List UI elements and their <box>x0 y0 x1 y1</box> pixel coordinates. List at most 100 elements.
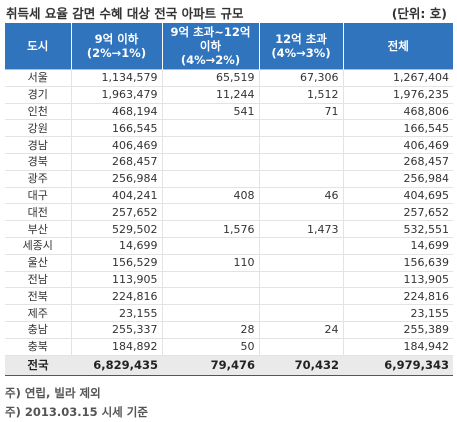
unit-label: (단위: 호) <box>391 6 447 21</box>
table-row: 충남 255,337 28 24 255,389 <box>5 321 453 339</box>
over-12-cell <box>259 203 344 222</box>
total-cell: 257,652 <box>343 203 453 222</box>
totals-under-9: 6,829,435 <box>71 354 162 376</box>
city-cell: 경기 <box>5 86 72 104</box>
over-12-cell: 1,473 <box>259 220 344 238</box>
over-12-cell: 71 <box>259 103 344 121</box>
under-9-cell: 1,963,479 <box>71 86 163 104</box>
table-row: 전남 113,905 113,905 <box>5 271 453 289</box>
over-12-cell <box>259 170 344 188</box>
9-to-12-cell <box>162 136 260 154</box>
city-cell: 전북 <box>5 287 72 306</box>
under-9-cell: 14,699 <box>71 237 163 255</box>
total-cell: 113,905 <box>343 271 453 289</box>
header-9-to-12-line2: 이하 <box>199 39 222 53</box>
city-cell: 광주 <box>5 170 72 188</box>
footnote-2: 주) 2013.03.15 시세 기준 <box>5 405 148 419</box>
city-cell: 경북 <box>5 153 72 171</box>
footnote-1: 주) 연립, 빌라 제외 <box>5 386 101 400</box>
table-row: 대전 257,652 257,652 <box>5 203 453 222</box>
city-cell: 세종시 <box>5 237 72 255</box>
city-cell: 인천 <box>5 103 72 121</box>
header-over-12-line1: 12억 초과 <box>275 32 327 46</box>
table-row: 경남 406,469 406,469 <box>5 136 453 154</box>
city-cell: 전남 <box>5 271 72 289</box>
9-to-12-cell <box>162 237 260 255</box>
over-12-cell <box>259 153 344 171</box>
table-row: 경기 1,963,479 11,244 1,512 1,976,235 <box>5 86 453 104</box>
total-cell: 14,699 <box>343 237 453 255</box>
over-12-cell <box>259 287 344 306</box>
header-over-12-line2: (4%→3%) <box>271 46 331 60</box>
over-12-cell <box>259 237 344 255</box>
over-12-cell <box>259 254 344 272</box>
header-under-9: 9억 이하 (2%→1%) <box>71 23 163 70</box>
header-under-9-line2: (2%→1%) <box>86 46 147 60</box>
table-row: 경북 268,457 268,457 <box>5 153 453 171</box>
table-row: 부산 529,502 1,576 1,473 532,551 <box>5 220 453 238</box>
under-9-cell: 257,652 <box>71 203 163 222</box>
city-cell: 울산 <box>5 254 72 272</box>
table-row: 전북 224,816 224,816 <box>5 287 453 306</box>
table-footer: 전국 6,829,435 79,476 70,432 6,979,343 <box>5 354 453 376</box>
totals-label: 전국 <box>5 354 71 376</box>
under-9-cell: 404,241 <box>71 187 163 205</box>
9-to-12-cell <box>162 287 260 306</box>
under-9-cell: 268,457 <box>71 153 163 171</box>
9-to-12-cell: 11,244 <box>162 86 260 104</box>
under-9-cell: 23,155 <box>71 304 163 322</box>
9-to-12-cell <box>162 170 260 188</box>
total-cell: 255,389 <box>343 321 453 339</box>
under-9-cell: 529,502 <box>71 220 163 238</box>
under-9-cell: 1,134,579 <box>71 69 163 87</box>
apartment-table: 도시 9억 이하 (2%→1%) 9억 초과~12억 이하 (4%→2%) 12… <box>5 23 453 376</box>
9-to-12-cell: 28 <box>162 321 260 339</box>
totals-9-to-12: 79,476 <box>162 354 259 376</box>
9-to-12-cell: 50 <box>162 338 260 356</box>
total-cell: 268,457 <box>343 153 453 171</box>
city-cell: 경남 <box>5 136 72 154</box>
total-cell: 468,806 <box>343 103 453 121</box>
table-header: 도시 9억 이하 (2%→1%) 9억 초과~12억 이하 (4%→2%) 12… <box>5 23 453 70</box>
header-9-to-12: 9억 초과~12억 이하 (4%→2%) <box>162 23 260 70</box>
totals-total: 6,979,343 <box>343 354 453 376</box>
9-to-12-cell <box>162 153 260 171</box>
city-cell: 충북 <box>5 338 72 356</box>
header-over-12: 12억 초과 (4%→3%) <box>259 23 344 70</box>
city-cell: 강원 <box>5 119 72 138</box>
under-9-cell: 256,984 <box>71 170 163 188</box>
over-12-cell <box>259 271 344 289</box>
city-cell: 충남 <box>5 321 72 339</box>
total-cell: 404,695 <box>343 187 453 205</box>
title-text: 취득세 요율 감면 수혜 대상 전국 아파트 규모 <box>6 6 244 21</box>
city-cell: 서울 <box>5 69 72 87</box>
table-title: 취득세 요율 감면 수혜 대상 전국 아파트 규모 (단위: 호) <box>6 3 451 21</box>
over-12-cell: 46 <box>259 187 344 205</box>
total-cell: 156,639 <box>343 254 453 272</box>
under-9-cell: 113,905 <box>71 271 163 289</box>
total-cell: 224,816 <box>343 287 453 306</box>
header-total: 전체 <box>343 23 453 70</box>
9-to-12-cell: 541 <box>162 103 260 121</box>
over-12-cell: 67,306 <box>259 69 344 87</box>
header-9-to-12-line3: (4%→2%) <box>180 53 241 67</box>
under-9-cell: 224,816 <box>71 287 163 306</box>
under-9-cell: 468,194 <box>71 103 163 121</box>
city-cell: 제주 <box>5 304 72 322</box>
over-12-cell <box>259 119 344 138</box>
9-to-12-cell <box>162 119 260 138</box>
city-cell: 대구 <box>5 187 72 205</box>
table-body: 서울 1,134,579 65,519 67,306 1,267,404 경기 1,963,… <box>5 69 453 356</box>
totals-row: 전국 6,829,435 79,476 70,432 6,979,343 <box>5 354 453 376</box>
totals-over-12: 70,432 <box>259 354 343 376</box>
over-12-cell <box>259 136 344 154</box>
table-row: 세종시 14,699 14,699 <box>5 237 453 255</box>
table-row: 충북 184,892 50 184,942 <box>5 338 453 356</box>
table-row: 서울 1,134,579 65,519 67,306 1,267,404 <box>5 69 453 87</box>
total-cell: 166,545 <box>343 119 453 138</box>
total-cell: 256,984 <box>343 170 453 188</box>
total-cell: 406,469 <box>343 136 453 154</box>
total-cell: 532,551 <box>343 220 453 238</box>
over-12-cell: 24 <box>259 321 344 339</box>
table-row: 광주 256,984 256,984 <box>5 170 453 188</box>
